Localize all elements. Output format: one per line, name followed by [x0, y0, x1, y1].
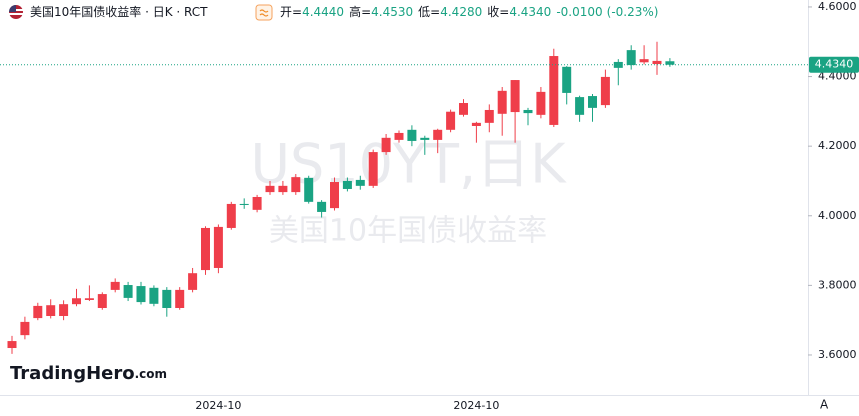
candle-body	[46, 305, 56, 316]
last-price-box	[809, 56, 859, 73]
x-tick-label: 2024-10	[453, 399, 499, 412]
auto-scale-button[interactable]: A	[820, 398, 829, 412]
candle-body	[239, 203, 249, 205]
candle-body	[368, 152, 378, 186]
stat-name: 低	[418, 5, 430, 19]
stat-sep: =	[499, 5, 509, 19]
candle-body	[639, 59, 649, 63]
candle-body	[175, 289, 185, 308]
candle-body	[510, 80, 520, 113]
stat-value: 4.4280	[440, 5, 482, 19]
candle-body	[330, 182, 339, 209]
stat-name: 高	[349, 4, 361, 19]
candle-body	[317, 201, 327, 212]
candle-body	[536, 91, 546, 115]
candle-body	[291, 177, 301, 193]
logo-domain: .com	[135, 367, 167, 381]
candle-body	[600, 76, 610, 106]
candle-body	[188, 273, 198, 290]
candle-body	[226, 203, 236, 228]
candle-body	[123, 285, 133, 298]
stat-name: 收	[487, 5, 499, 19]
change-pct: (-0.23%)	[607, 5, 659, 19]
candle-body	[355, 179, 365, 186]
candle-body	[549, 56, 559, 125]
candle-body	[7, 341, 17, 349]
chart-title: 美国10年国债收益率 · 日K · RCT	[30, 4, 208, 19]
candle-body	[84, 298, 94, 300]
candle-body	[497, 90, 507, 114]
candle-body	[33, 305, 43, 319]
candle-body	[278, 185, 288, 193]
candle-body	[652, 60, 662, 65]
candle-body	[97, 294, 107, 308]
logo: TradingHero.com	[10, 363, 167, 384]
candle-body	[588, 96, 597, 108]
candle-body	[72, 298, 81, 305]
candle-body	[136, 286, 146, 303]
stat-sep: =	[292, 5, 302, 19]
candle-body	[420, 137, 430, 140]
stat-value: 4.4340	[509, 5, 551, 19]
last-price-label: 4.4340	[815, 58, 854, 71]
candle-body	[446, 111, 456, 130]
candle-body	[459, 103, 468, 115]
candle-body	[433, 129, 443, 140]
watermark-name: 美国10年国债收益率	[269, 214, 547, 249]
candle-body	[407, 129, 417, 141]
candle-body	[59, 304, 69, 316]
candle-body	[110, 281, 120, 290]
candle-body	[213, 226, 223, 268]
stat-name: 开	[280, 5, 292, 19]
watermark-symbol: US10YT,日K	[250, 133, 567, 196]
compare-button[interactable]	[255, 4, 273, 21]
candle-body	[484, 109, 494, 123]
candle-body	[304, 177, 314, 202]
candle-body	[265, 185, 275, 193]
candle-body	[381, 137, 391, 153]
stat-value: 4.4530	[371, 5, 413, 19]
candle-body	[523, 109, 533, 114]
y-tick-label: 3.6000	[818, 348, 857, 361]
y-tick-label: 4.0000	[818, 209, 857, 222]
header-stats: 开=4.4440 高=4.4530 低=4.4280 收=4.4340 -0.0100(…	[280, 4, 658, 19]
candle-body	[342, 180, 352, 189]
candle-body	[201, 227, 210, 271]
y-tick-label: 4.2000	[818, 139, 857, 152]
x-tick-label: 2024-10	[195, 399, 241, 412]
change: -0.0100	[556, 5, 602, 19]
candle-body	[562, 66, 572, 93]
header: 美国10年国债收益率 · 日K · RCT	[30, 4, 208, 19]
stat-sep: =	[361, 5, 371, 19]
candle-body	[665, 61, 675, 65]
y-tick-label: 3.8000	[818, 278, 857, 291]
y-tick-label: 4.4000	[818, 70, 857, 83]
candle-body	[162, 289, 172, 308]
stat-value: 4.4440	[302, 5, 344, 19]
candle-body	[149, 287, 159, 304]
candle-body	[626, 50, 636, 66]
logo-name: TradingHero	[10, 363, 135, 384]
candle-body	[471, 122, 481, 126]
candle-body	[394, 132, 404, 140]
candle-body	[575, 97, 585, 115]
stat-sep: =	[430, 5, 440, 19]
y-tick-label: 4.6000	[818, 0, 857, 13]
candle-body	[252, 196, 262, 210]
candle-body	[20, 321, 30, 336]
flag-icon	[9, 5, 23, 19]
